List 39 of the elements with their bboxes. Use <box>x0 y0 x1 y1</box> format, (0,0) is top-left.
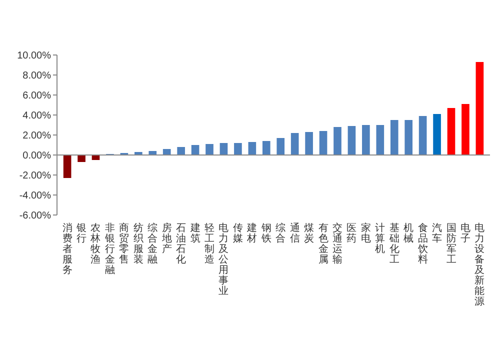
x-tick-label: 国防军工 <box>446 223 456 266</box>
x-tick-label: 汽车 <box>432 222 442 244</box>
x-tick-label: 银行 <box>76 223 87 244</box>
y-tick-label: 8.00% <box>22 70 52 82</box>
x-tick-label: 煤炭 <box>304 222 314 244</box>
y-tick-label: 2.00% <box>22 130 52 142</box>
y-tick-label: -4.00% <box>19 190 52 202</box>
x-tick-label: 建筑 <box>189 222 200 244</box>
x-tick-label: 计算机 <box>375 222 386 255</box>
x-tick-label: 家电 <box>360 222 371 244</box>
x-tick-label: 电子 <box>460 222 470 244</box>
x-tick-label: 有色金属 <box>318 222 328 266</box>
x-tick-label: 传媒 <box>232 223 243 244</box>
x-tick-label: 综合金融 <box>148 222 158 266</box>
y-tick-label: 10.00% <box>17 50 52 62</box>
y-tick-label: -2.00% <box>19 170 52 182</box>
x-tick-label: 电力设备及新能源 <box>474 222 485 308</box>
x-tick-label: 机械 <box>404 222 414 244</box>
x-tick-label: 房地产 <box>160 222 172 255</box>
x-tick-label: 消费者服务 <box>62 222 72 276</box>
y-tick-label: 6.00% <box>22 90 52 102</box>
x-tick-label: 建材 <box>246 222 258 244</box>
x-tick-label: 钢铁 <box>260 223 272 244</box>
y-tick-label: 4.00% <box>22 110 52 122</box>
x-tick-label: 非银行金融 <box>104 222 115 276</box>
x-tick-label: 农林牧渔 <box>90 223 101 266</box>
x-tick-label: 轻工制造 <box>204 222 215 266</box>
y-tick-label: 0.00% <box>22 150 52 162</box>
y-tick-label: -6.00% <box>19 210 52 222</box>
x-tick-label: 食品饮料 <box>416 222 428 266</box>
x-tick-label: 医药 <box>346 223 357 244</box>
x-tick-label: 电力及公用事业 <box>218 222 229 297</box>
x-tick-label: 商贸零售 <box>119 222 130 266</box>
x-tick-label: 综合 <box>276 222 286 244</box>
x-tick-label: 交通运输 <box>332 222 342 266</box>
x-tick-label: 石油石化 <box>176 223 186 266</box>
x-tick-label: 通信 <box>290 222 300 244</box>
x-tick-label: 纺织服装 <box>133 222 144 266</box>
x-tick-label: 基础化工 <box>388 222 400 266</box>
